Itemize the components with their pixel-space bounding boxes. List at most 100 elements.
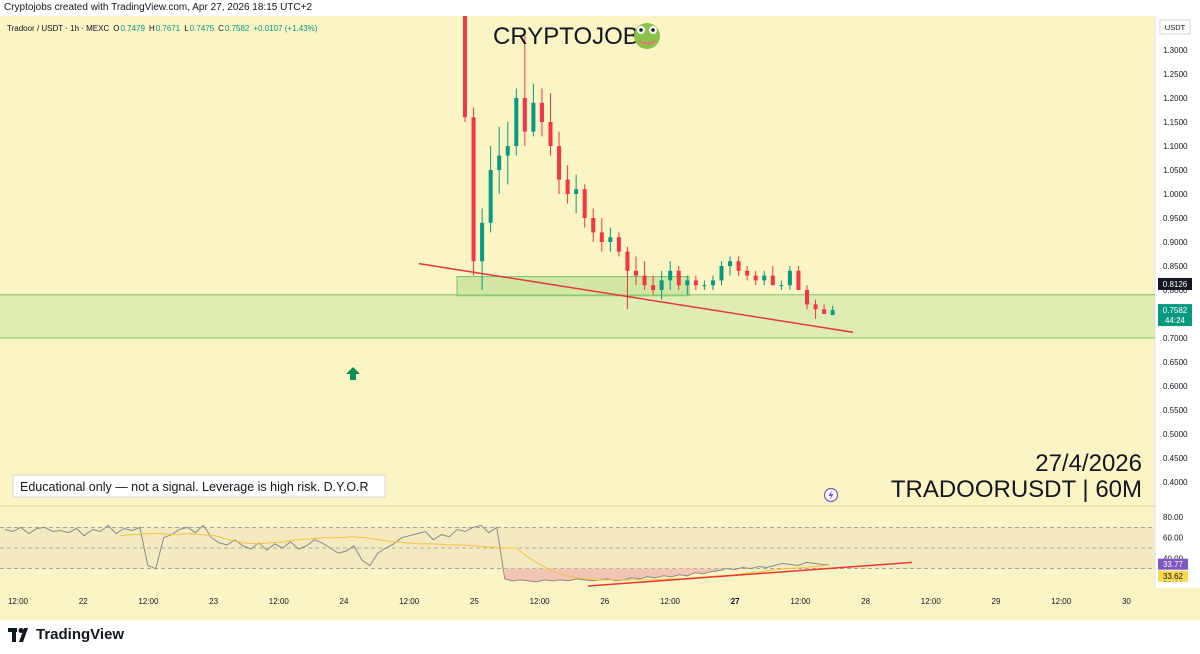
rsi-tag-value: 33.77 xyxy=(1163,560,1184,569)
time-tick-label: 12:00 xyxy=(138,597,159,606)
time-axis-background xyxy=(0,588,1200,620)
time-tick-label: 27 xyxy=(731,597,740,606)
time-tick-label: 12:00 xyxy=(1051,597,1072,606)
last-price-value: 0.7582 xyxy=(1163,306,1188,315)
candle-body xyxy=(565,179,570,194)
ohlc-legend: Tradoor / USDT · 1h · MEXC O0.7479 H0.7671… xyxy=(7,24,318,33)
time-tick-label: 12:00 xyxy=(530,597,551,606)
price-tick-label: 0.6500 xyxy=(1163,358,1188,367)
time-tick-label: 12:00 xyxy=(660,597,681,606)
currency-box[interactable] xyxy=(1159,19,1191,35)
rsi-ma-tag-value: 33.62 xyxy=(1163,572,1184,581)
legend-symbol: Tradoor / USDT · 1h · MEXC xyxy=(7,24,109,33)
price-tick-label: 0.4500 xyxy=(1163,454,1188,463)
chart-layer: Tradoor / USDT · 1h · MEXC O0.7479 H0.7671… xyxy=(0,16,1200,620)
candle-body xyxy=(531,102,536,132)
candle-body xyxy=(608,237,613,242)
candle-body xyxy=(574,189,579,194)
chart-ticker: TRADOORUSDT | 60M xyxy=(891,476,1142,503)
price-tick-label: 0.5500 xyxy=(1163,406,1188,415)
time-tick-label: 29 xyxy=(992,597,1001,606)
descending-trendline xyxy=(418,262,854,333)
time-tick-label: 12:00 xyxy=(8,597,29,606)
frog-pupil-right-icon xyxy=(651,28,655,32)
legend-low-label: L xyxy=(184,24,189,33)
brand-title: CRYPTOJOBS xyxy=(493,23,655,50)
candle-body xyxy=(522,98,527,132)
level-tag xyxy=(1158,277,1192,290)
candle-body xyxy=(668,270,673,281)
lightning-icon xyxy=(828,490,834,500)
chart-date: 27/4/2026 xyxy=(1035,450,1142,477)
candle-body xyxy=(676,270,681,286)
time-tick-label: 30 xyxy=(1122,597,1131,606)
time-tick-label: 12:00 xyxy=(269,597,290,606)
candle-body xyxy=(599,232,604,242)
demand-box xyxy=(456,276,690,297)
rsi-tick-label: 60.00 xyxy=(1163,534,1184,543)
candle-body xyxy=(659,280,664,290)
frog-face-icon xyxy=(634,23,660,49)
legend-change: +0.0107 (+1.43%) xyxy=(253,24,317,33)
attribution-text: Cryptojobs created with TradingView.com,… xyxy=(4,2,313,13)
candle-body xyxy=(514,98,519,146)
tradingview-logo[interactable]: TradingView xyxy=(8,626,124,643)
candle-body xyxy=(770,275,775,286)
price-tick-label: 0.8500 xyxy=(1163,262,1188,271)
price-tick-label: 1.2500 xyxy=(1163,70,1188,79)
price-tick-label: 1.0500 xyxy=(1163,166,1188,175)
time-tick-label: 12:00 xyxy=(399,597,420,606)
legend-close-label: C xyxy=(218,24,224,33)
candle-body xyxy=(728,261,733,266)
candle-body xyxy=(497,155,502,170)
price-tick-label: 1.3000 xyxy=(1163,46,1188,55)
time-tick-label: 22 xyxy=(79,597,88,606)
level-tag-value: 0.8126 xyxy=(1163,280,1188,289)
candle-body xyxy=(591,218,596,233)
price-tick-label: 1.2000 xyxy=(1163,94,1188,103)
footer: TradingView xyxy=(0,620,1200,654)
candle-body xyxy=(736,261,741,271)
last-price-tag xyxy=(1158,304,1192,327)
candle-body xyxy=(685,280,690,286)
candle-body xyxy=(830,310,835,316)
currency-label: USDT xyxy=(1165,23,1186,32)
countdown-value: 44:24 xyxy=(1165,316,1186,325)
candle-body xyxy=(616,237,621,252)
candle-body xyxy=(813,304,818,310)
candle-body xyxy=(787,270,792,286)
time-tick-label: 23 xyxy=(209,597,218,606)
price-tick-label: 1.1500 xyxy=(1163,118,1188,127)
price-tick-label: 0.7000 xyxy=(1163,334,1188,343)
candle-body xyxy=(745,270,750,276)
time-tick-label: 28 xyxy=(861,597,870,606)
price-tick-label: 0.6000 xyxy=(1163,382,1188,391)
legend-low-value: 0.7475 xyxy=(190,24,215,33)
support-zone xyxy=(0,294,1155,338)
price-tick-label: 0.8000 xyxy=(1163,286,1188,295)
time-tick-label: 26 xyxy=(600,597,609,606)
price-tick-label: 0.9500 xyxy=(1163,214,1188,223)
time-tick-label: 25 xyxy=(470,597,479,606)
rsi-line xyxy=(4,524,831,583)
candle-body xyxy=(779,285,784,287)
candle-body xyxy=(822,309,827,314)
chart-canvas[interactable]: Tradoor / USDT · 1h · MEXC O0.7479 H0.7671… xyxy=(0,16,1200,620)
rsi-tick-label: 80.00 xyxy=(1163,513,1184,522)
candle-body xyxy=(642,275,647,286)
up-arrow-icon xyxy=(346,367,360,380)
time-tick-label: 12:00 xyxy=(921,597,942,606)
time-tick-label: 24 xyxy=(340,597,349,606)
frog-pupil-left-icon xyxy=(639,28,643,32)
disclaimer-text: Educational only — not a signal. Leverag… xyxy=(20,480,369,494)
candle-body xyxy=(471,117,476,262)
price-tick-label: 0.4000 xyxy=(1163,478,1188,487)
rsi-oversold-fill xyxy=(504,568,735,582)
rsi-trendline xyxy=(587,561,913,587)
price-tick-label: 0.5000 xyxy=(1163,430,1188,439)
rsi-tag xyxy=(1158,558,1188,570)
candle-body xyxy=(634,270,638,276)
candle-body xyxy=(702,285,707,287)
disclaimer-box xyxy=(12,474,386,498)
candle-body xyxy=(557,146,562,180)
